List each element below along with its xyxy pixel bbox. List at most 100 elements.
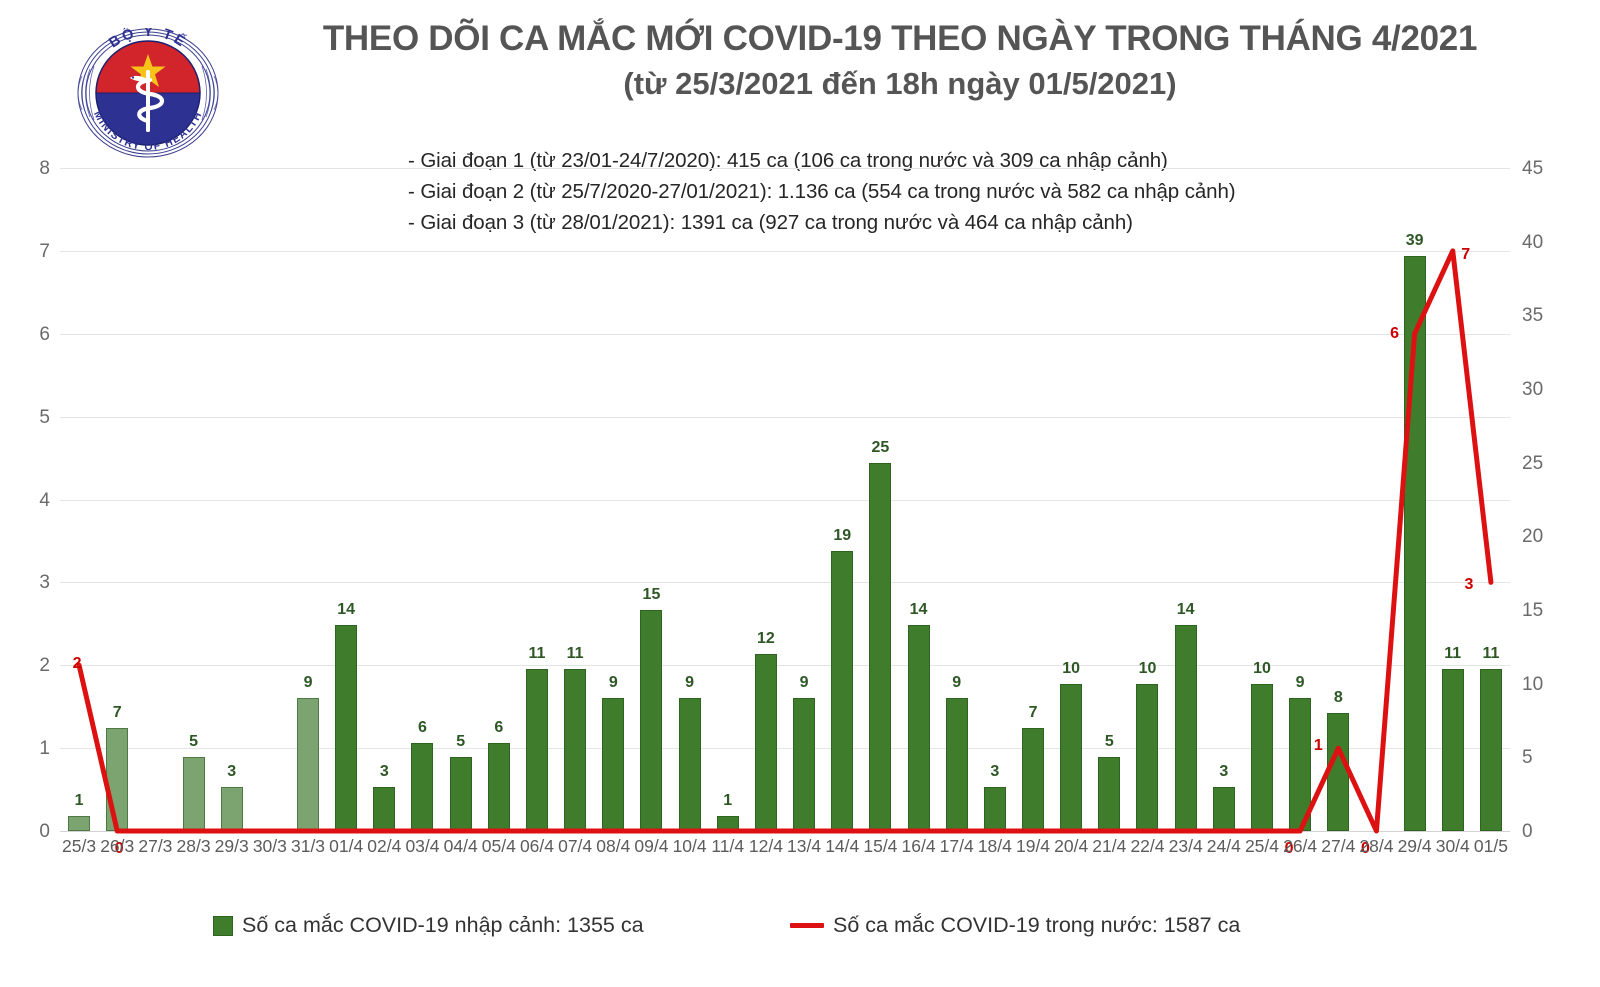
line-data-label: 0	[1360, 840, 1370, 857]
y-axis-right-tick: 40	[1522, 231, 1544, 253]
x-axis-tick-label: 13/4	[787, 836, 822, 856]
bar-slot: 10	[1243, 168, 1281, 831]
chart-header: BỘ Y TẾ MINISTRY OF HEALTH THEO DÕI CA M…	[0, 0, 1600, 158]
bar-data-label: 9	[952, 674, 962, 692]
bar-slot: 15	[632, 168, 670, 831]
bar-slot: 9	[671, 168, 709, 831]
bar-data-label: 9	[685, 674, 695, 692]
bar-slot: 25	[861, 168, 899, 831]
bar-data-label: 9	[1295, 674, 1305, 692]
bar-slot: 14	[1167, 168, 1205, 831]
legend-swatch-bar-icon	[213, 915, 233, 936]
bar-data-label: 15	[642, 586, 661, 603]
bar-data-label: 11	[528, 644, 546, 662]
bar-data-label: 11	[566, 644, 584, 662]
bar-slot: 14	[899, 168, 937, 831]
x-axis-tick-label: 23/4	[1168, 836, 1203, 856]
bar-data-label: 1	[723, 792, 733, 810]
chart-legend: Số ca mắc COVID-19 nhập cảnh: 1355 ca Số…	[0, 905, 1600, 955]
legend-item-domestic[interactable]: Số ca mắc COVID-19 trong nước: 1587 ca	[790, 913, 1240, 938]
bar-data-label: 5	[189, 733, 198, 751]
annotation-phase-2: - Giai đoạn 2 (từ 25/7/2020-27/01/2021):…	[408, 180, 1236, 204]
bar-slot: 3	[1205, 168, 1243, 831]
x-axis-tick-label: 01/4	[329, 836, 364, 856]
line-data-label: 7	[1461, 245, 1471, 263]
x-axis-date-labels: 25/3 26/3 27/3 28/3 29/3 30/3 31/3 01/4 02/4 03/4…	[60, 836, 1510, 868]
bar-data-label: 10	[1062, 659, 1081, 677]
x-axis-tick-label: 28/3	[176, 836, 211, 856]
x-axis-tick-label: 10/4	[672, 836, 707, 856]
bar-data-label: 3	[379, 762, 389, 780]
gridline	[60, 168, 1510, 169]
x-axis-tick-label: 07/4	[558, 836, 593, 856]
x-axis-tick-label: 16/4	[901, 836, 936, 856]
legend-label-imported: Số ca mắc COVID-19 nhập cảnh: 1355 ca	[242, 913, 644, 937]
x-axis-tick-label: 22/4	[1130, 836, 1165, 856]
bar-data-label: 14	[1176, 600, 1195, 618]
y-axis-right-tick: 20	[1522, 526, 1544, 548]
bar-slot: 9	[785, 168, 823, 831]
bar-slot: 19	[823, 168, 861, 831]
y-axis-left-tick: 8	[39, 158, 50, 179]
bar-data-label: 3	[990, 762, 1000, 780]
bar-data-label: 25	[871, 438, 890, 456]
bar-imported[interactable]	[1479, 668, 1502, 831]
bar-data-label: 11	[1444, 644, 1462, 662]
legend-label-domestic: Số ca mắc COVID-19 trong nước: 1587 ca	[833, 913, 1241, 937]
gridline	[60, 250, 1510, 252]
bar-series-imported: 1 7 5 3 9 14 3 6 5 6 11 11 9 15 9 1 12 9 19 25 14 9 3 7 10 5 10 14 3…	[60, 168, 1510, 831]
x-axis-tick-label: 29/4	[1397, 836, 1432, 856]
bar-data-label: 39	[1405, 232, 1424, 250]
bar-data-label: 8	[1333, 689, 1343, 707]
x-axis-tick-label: 12/4	[748, 836, 783, 856]
y-axis-left-tick: 7	[39, 240, 50, 262]
x-axis-tick-label: 17/4	[939, 836, 974, 856]
x-axis-tick-label: 25/4	[1244, 836, 1279, 856]
line-data-label: 0	[114, 840, 124, 857]
bar-data-label: 7	[112, 703, 122, 721]
y-axis-right-tick: 0	[1522, 821, 1533, 842]
x-axis-tick-label: 19/4	[1015, 836, 1051, 856]
bar-data-label: 6	[494, 718, 504, 736]
y-axis-right-tick: 25	[1522, 452, 1544, 474]
chart-title-block: THEO DÕI CA MẮC MỚI COVID-19 THEO NGÀY T…	[250, 18, 1550, 104]
bar-imported[interactable]	[1441, 668, 1464, 831]
y-axis-right-tick: 30	[1522, 379, 1544, 400]
bar-data-label: 10	[1253, 659, 1271, 677]
chart-subtitle: (từ 25/3/2021 đến 18h ngày 01/5/2021)	[623, 65, 1177, 101]
x-axis-tick-label: 05/4	[481, 836, 516, 856]
bar-slot: 11	[1434, 168, 1472, 831]
bar-data-label: 14	[337, 600, 356, 618]
line-data-label: 3	[1464, 576, 1474, 594]
bar-data-label: 11	[1482, 644, 1500, 662]
ministry-of-health-logo: BỘ Y TẾ MINISTRY OF HEALTH	[58, 12, 238, 162]
x-axis-tick-label: 03/4	[405, 836, 440, 856]
y-axis-right-tick: 15	[1522, 600, 1544, 621]
gridline	[60, 499, 1510, 501]
gridline	[60, 665, 1510, 667]
bar-slot: 6	[480, 168, 518, 831]
x-axis-tick-label: 08/4	[596, 836, 631, 856]
bar-data-label: 3	[1219, 762, 1229, 780]
bar-slot: 1	[60, 168, 98, 831]
y-axis-left-tick: 2	[39, 655, 50, 677]
phase-summary-annotations: - Giai đoạn 1 (từ 23/01-24/7/2020): 415 …	[408, 145, 1488, 238]
bar-slot: 5	[174, 168, 212, 831]
chart-title: THEO DÕI CA MẮC MỚI COVID-19 THEO NGÀY T…	[322, 19, 1478, 58]
y-axis-right-tick: 10	[1522, 673, 1544, 695]
x-axis-tick-label: 28/4	[1359, 836, 1394, 856]
x-axis-tick-label: 09/4	[634, 836, 669, 856]
x-axis-tick-label: 01/5	[1473, 836, 1508, 856]
x-axis-tick-label: 26/4	[1283, 836, 1318, 856]
bar-slot: 14	[327, 168, 365, 831]
x-axis-tick-label: 25/3	[62, 836, 97, 856]
x-axis-tick-label: 15/4	[863, 836, 898, 856]
x-axis-tick-label: 29/3	[214, 836, 249, 856]
bar-imported[interactable]	[68, 816, 91, 831]
y-axis-right-tick: 45	[1522, 158, 1544, 179]
x-axis-tick-label: 31/3	[290, 836, 326, 856]
legend-item-imported[interactable]: Số ca mắc COVID-19 nhập cảnh: 1355 ca	[213, 913, 644, 938]
y-axis-left-tick: 0	[39, 821, 50, 842]
y-axis-right-tick: 5	[1522, 747, 1533, 769]
